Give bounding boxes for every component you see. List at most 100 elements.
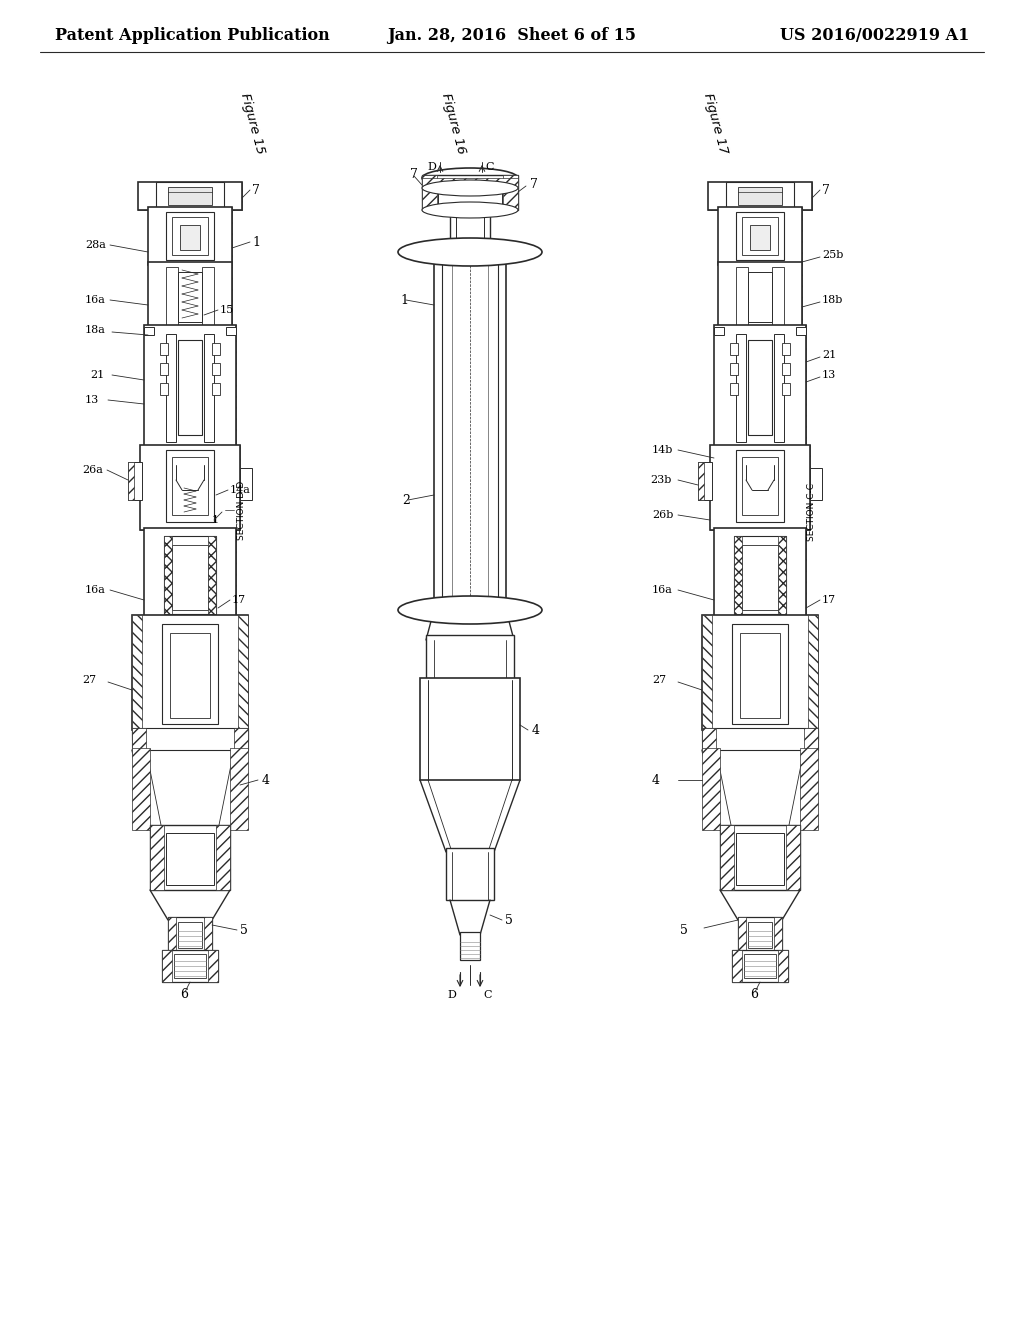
Bar [168,917,176,952]
Bar [450,207,490,252]
Text: 4: 4 [652,774,660,787]
Ellipse shape [422,168,518,187]
Bar [168,187,212,205]
Bar [160,383,168,395]
Bar [172,216,208,255]
Bar [238,615,248,730]
Text: 16a: 16a [652,585,673,595]
Bar [148,207,164,265]
Bar [774,334,784,442]
Bar [138,182,160,210]
Bar [503,176,518,210]
Bar [208,536,216,614]
Bar [714,327,724,335]
Bar [714,325,734,450]
Bar [732,950,742,982]
Bar [162,950,172,982]
Bar [790,182,812,210]
Bar [730,383,738,395]
Ellipse shape [398,597,542,624]
Bar [718,207,734,265]
Text: 17: 17 [232,595,246,605]
Bar [778,950,788,982]
Text: 21: 21 [822,350,837,360]
Text: 17: 17 [822,595,837,605]
Text: 26a: 26a [82,465,102,475]
Bar [160,343,168,355]
Text: 1: 1 [400,293,408,306]
Bar [730,343,738,355]
Text: 27: 27 [652,675,667,685]
Text: 7: 7 [410,169,418,181]
Bar [226,327,236,335]
Text: 16a: 16a [85,585,105,595]
Bar [224,615,248,730]
Bar [150,825,230,890]
Bar [698,462,705,500]
Bar [734,536,742,614]
Bar [710,445,734,531]
Bar [804,729,818,750]
Bar [788,528,806,620]
Bar [164,536,172,614]
Text: 14b: 14b [652,445,674,455]
Bar [204,334,214,442]
Bar [166,267,178,325]
Text: C: C [485,162,495,172]
Bar [220,182,242,210]
Bar [736,213,784,260]
Bar [168,917,212,952]
Bar [162,624,218,723]
Bar [128,462,134,500]
Text: 23b: 23b [650,475,672,484]
Bar [714,528,806,620]
Bar [234,729,248,750]
Bar [702,615,818,730]
Bar [202,267,214,325]
Bar [216,325,236,450]
Bar [422,176,437,210]
Bar [720,825,800,890]
Text: D: D [428,162,436,172]
Text: 7: 7 [530,178,538,191]
Bar [732,624,788,723]
Bar [172,457,208,515]
Ellipse shape [422,202,518,218]
Bar [718,261,734,330]
Text: 21: 21 [90,370,104,380]
Bar [702,615,712,730]
Bar [736,450,784,521]
Text: 6: 6 [750,989,758,1002]
Bar [164,536,216,614]
Bar [720,825,734,890]
Bar [160,363,168,375]
Text: 15: 15 [220,305,234,315]
Text: 7: 7 [822,183,829,197]
Bar [178,921,202,948]
Bar [794,615,818,730]
Bar [786,261,802,330]
Bar [144,325,236,450]
Bar [132,729,146,750]
Bar [216,445,240,531]
Bar [128,462,142,500]
Text: 16a: 16a [85,294,105,305]
Bar [736,334,746,442]
Bar [218,528,236,620]
Bar [786,445,810,531]
Bar [738,917,782,952]
Bar [796,327,806,335]
Text: 2: 2 [402,494,410,507]
Bar [738,917,746,952]
Bar [204,917,212,952]
Bar [132,748,150,830]
Bar [132,729,248,750]
Text: C: C [483,990,493,1001]
Bar [212,343,220,355]
Bar [212,363,220,375]
Text: Figure 17: Figure 17 [700,91,729,154]
Text: 28a: 28a [85,240,105,249]
Text: Jan. 28, 2016  Sheet 6 of 15: Jan. 28, 2016 Sheet 6 of 15 [387,26,637,44]
Bar [702,729,716,750]
Bar [132,615,142,730]
